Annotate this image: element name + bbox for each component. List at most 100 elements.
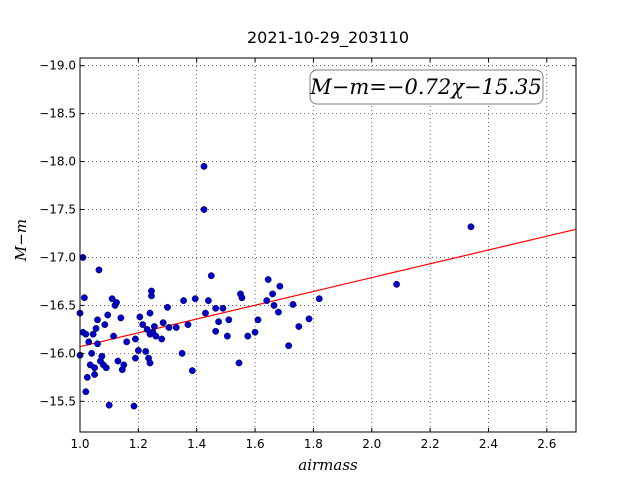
grid-lines: [79, 58, 576, 432]
data-point: [152, 332, 160, 340]
data-point: [148, 287, 155, 295]
data-point: [85, 338, 93, 346]
x-tick-label: 2.6: [537, 437, 556, 451]
data-point: [136, 313, 144, 321]
data-point: [269, 290, 276, 298]
data-point: [467, 223, 475, 231]
y-axis-label: M−m: [12, 219, 30, 262]
data-point: [212, 327, 220, 335]
data-point: [264, 276, 272, 283]
data-point: [244, 332, 252, 340]
x-tick-label: 1.8: [304, 437, 323, 451]
y-tick-label: −17.0: [39, 250, 76, 264]
y-tick-label: −17.5: [39, 203, 76, 217]
data-point: [178, 349, 186, 357]
chart-title: 2021-10-29_203110: [247, 28, 409, 48]
data-point: [113, 299, 120, 306]
data-point: [254, 316, 262, 324]
data-point: [102, 364, 110, 372]
data-point: [315, 295, 323, 303]
y-tick-label: −18.5: [39, 107, 76, 121]
data-point: [146, 359, 154, 367]
data-point: [142, 348, 150, 355]
data-point: [164, 303, 171, 311]
data-point: [94, 340, 101, 348]
data-point: [276, 282, 284, 290]
data-point: [270, 302, 278, 309]
data-point: [180, 297, 187, 305]
data-point: [139, 321, 147, 328]
data-point: [110, 332, 117, 340]
data-point: [251, 328, 259, 336]
y-tick-label: −19.0: [39, 59, 76, 73]
data-point: [120, 361, 128, 369]
x-tick-label: 2.4: [479, 437, 498, 451]
data-point: [117, 314, 125, 322]
plot-frame: [79, 57, 577, 433]
data-point: [184, 321, 192, 328]
fit-equation-box: M−m=−0.72χ−15.35: [309, 69, 544, 105]
data-point: [165, 324, 173, 331]
data-point: [89, 330, 97, 338]
data-point: [150, 323, 158, 330]
data-point: [92, 325, 100, 332]
data-point: [263, 297, 271, 305]
data-point: [94, 316, 101, 324]
data-point: [295, 323, 303, 330]
data-point: [91, 364, 98, 372]
x-tick-label: 2.0: [362, 437, 381, 451]
y-tick-label: −16.0: [39, 346, 76, 360]
x-axis-label: airmass: [298, 456, 358, 474]
y-tick-label: −18.0: [39, 155, 76, 169]
data-point: [200, 206, 208, 213]
data-point: [88, 349, 96, 357]
x-axis-ticks: 1.0 1.2 1.4 1.6 1.8 2.0 2.2 2.4 2.6: [70, 58, 556, 451]
data-point: [158, 335, 166, 343]
data-points: [76, 162, 475, 410]
data-point: [95, 266, 103, 274]
data-point: [393, 280, 400, 288]
x-tick-label: 1.6: [246, 437, 265, 451]
data-point: [200, 162, 208, 170]
data-point: [219, 304, 227, 312]
data-point: [204, 297, 212, 305]
data-point: [238, 294, 246, 302]
data-point: [191, 295, 199, 303]
data-point: [305, 315, 313, 323]
data-point: [98, 352, 106, 360]
data-point: [104, 311, 112, 319]
data-point: [132, 335, 139, 343]
y-axis-ticks: −15.5 −16.0 −16.5 −17.0 −17.5 −18.0 −18.5 −19.0: [39, 59, 576, 408]
data-point: [207, 272, 215, 280]
data-point: [132, 354, 139, 362]
data-point: [146, 309, 154, 317]
x-tick-label: 1.2: [129, 437, 148, 451]
data-point: [82, 330, 90, 338]
fit-line-layer: [79, 228, 577, 348]
data-point: [202, 309, 209, 317]
data-point: [91, 371, 98, 378]
data-point: [108, 295, 116, 303]
y-tick-label: −15.5: [39, 394, 76, 408]
data-point: [83, 373, 91, 381]
data-point: [82, 388, 90, 396]
data-point: [289, 301, 297, 308]
fit-line: [79, 228, 577, 348]
data-point: [225, 316, 233, 324]
data-point: [105, 401, 113, 409]
data-point: [172, 324, 180, 331]
fit-equation-frame: [309, 69, 544, 105]
data-point: [101, 321, 109, 328]
data-point: [235, 359, 243, 367]
y-tick-label: −16.5: [39, 298, 76, 312]
data-point: [130, 402, 138, 410]
data-point: [285, 342, 293, 350]
data-point: [134, 347, 142, 354]
data-point: [215, 318, 222, 326]
data-point: [223, 332, 231, 340]
x-tick-label: 1.4: [187, 437, 206, 451]
x-tick-label: 1.0: [70, 437, 89, 451]
data-point: [114, 357, 122, 365]
data-point: [123, 338, 131, 346]
